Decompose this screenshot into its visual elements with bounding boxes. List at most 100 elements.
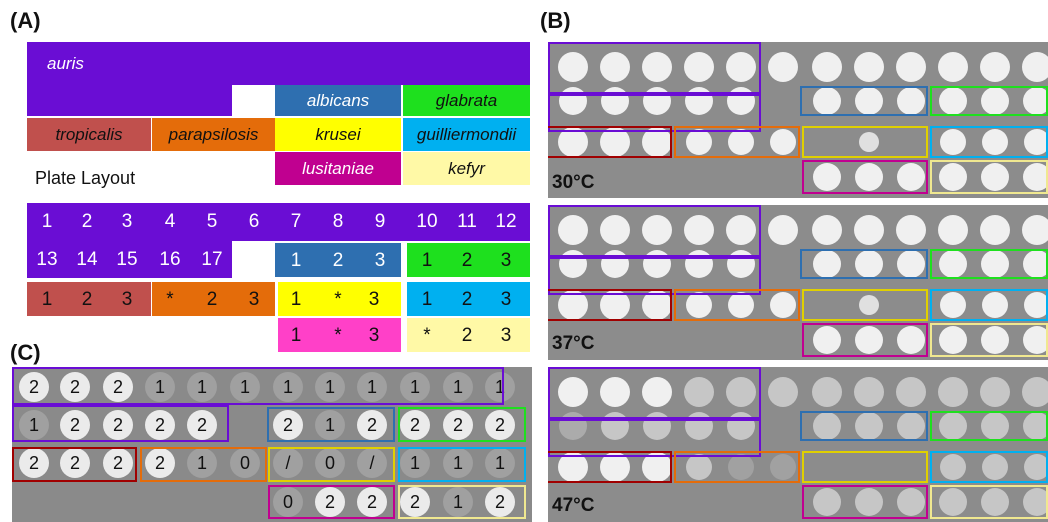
score-value: 2: [443, 410, 473, 440]
species-lusitaniae: lusitaniae: [275, 152, 401, 185]
guilliermondii-number-label: 2: [461, 289, 473, 310]
glabrata-number-label: 2: [461, 250, 473, 271]
colony: [685, 412, 713, 440]
score-value: /: [357, 448, 387, 478]
colony: [600, 52, 630, 82]
colony: [897, 250, 925, 278]
colony: [981, 412, 1009, 440]
strain-outline: [548, 42, 761, 94]
score-value: 2: [485, 410, 515, 440]
kefyr-number-label: *: [423, 325, 431, 346]
scored-plate: 2 2 2 1 1 1 1 1 1 1 1 1 1 2 2 2 2 2 1 2 2 2 2 2 2 2 2 1 0/0/1 1 1 0 2 2 2 1…: [12, 367, 532, 522]
colony: [855, 326, 883, 354]
number-label: 17: [201, 249, 223, 270]
score-value: 2: [19, 372, 49, 402]
score-value: 2: [145, 410, 175, 440]
strain-outline: [930, 160, 1048, 194]
auris-block-top: auris: [27, 42, 530, 85]
colony: [1024, 292, 1048, 318]
krusei-number-label: 3: [368, 289, 380, 310]
score-value: 1: [315, 372, 345, 402]
score-value: 2: [60, 372, 90, 402]
species-kefyr: kefyr: [403, 152, 530, 185]
tropicalis-number-label: 2: [81, 289, 93, 310]
number-label: 1: [41, 211, 53, 232]
number-label: 12: [495, 211, 517, 232]
colony: [770, 292, 796, 318]
colony: [558, 452, 588, 482]
colony: [685, 87, 713, 115]
strain-outline: [267, 407, 395, 442]
colony: [1023, 326, 1048, 354]
score-value: 2: [400, 410, 430, 440]
colony: [855, 488, 883, 516]
score-value: 1: [315, 410, 345, 440]
colony: [940, 454, 966, 480]
colony: [600, 377, 630, 407]
number-label: 2: [81, 211, 93, 232]
score-value: 2: [103, 448, 133, 478]
colony: [981, 87, 1009, 115]
guilliermondii-number-block: [407, 282, 530, 316]
strain-outline: [802, 126, 928, 158]
colony: [642, 377, 672, 407]
lusitaniae-number-label: 1: [290, 325, 302, 346]
colony: [855, 250, 883, 278]
colony: [642, 52, 672, 82]
score-value: 2: [19, 448, 49, 478]
score-value: 2: [103, 372, 133, 402]
lusitaniae-number-label: 3: [368, 325, 380, 346]
score-value: 2: [187, 410, 217, 440]
tropicalis-number-label: 1: [41, 289, 53, 310]
colony: [982, 454, 1008, 480]
strain-outline: [398, 485, 526, 519]
strain-outline: [802, 289, 928, 321]
parapsilosis-number-label: 2: [206, 289, 218, 310]
number-label: 3: [121, 211, 133, 232]
colony: [643, 412, 671, 440]
colony: [813, 250, 841, 278]
strain-outline: [548, 289, 672, 321]
colony: [940, 129, 966, 155]
strain-outline: [548, 205, 761, 257]
colony: [854, 377, 884, 407]
colony: [980, 215, 1010, 245]
colony: [859, 132, 879, 152]
score-value: 2: [60, 410, 90, 440]
auris-number-row-1: [27, 203, 530, 241]
colony: [686, 454, 712, 480]
strain-outline: [268, 485, 395, 519]
score-value: 2: [485, 487, 515, 517]
colony: [980, 52, 1010, 82]
colony: [558, 52, 588, 82]
number-label: 7: [290, 211, 302, 232]
colony: [768, 377, 798, 407]
strain-outline: [930, 485, 1048, 519]
species-auris: auris: [47, 54, 84, 73]
colony: [940, 292, 966, 318]
number-label: 5: [206, 211, 218, 232]
colony: [726, 52, 756, 82]
colony: [558, 215, 588, 245]
score-value: 1: [400, 448, 430, 478]
colony: [558, 377, 588, 407]
colony: [727, 412, 755, 440]
score-value: 1: [485, 372, 515, 402]
species-glabrata: glabrata: [403, 85, 530, 116]
strain-outline: [12, 405, 229, 442]
score-value: 2: [357, 487, 387, 517]
score-value: 2: [60, 448, 90, 478]
score-value: 1: [400, 372, 430, 402]
colony: [642, 127, 672, 157]
strain-outline: [548, 367, 761, 419]
tropicalis-number-label: 3: [121, 289, 133, 310]
strain-outline: [930, 289, 1048, 321]
colony: [558, 290, 588, 320]
temperature-label-30c: 30°C: [552, 172, 595, 193]
colony: [981, 326, 1009, 354]
colony: [727, 87, 755, 115]
colony: [684, 215, 714, 245]
tropicalis-number-block: [27, 282, 151, 316]
temperature-label-37c: 37°C: [552, 333, 595, 354]
strain-outline: [12, 367, 504, 405]
